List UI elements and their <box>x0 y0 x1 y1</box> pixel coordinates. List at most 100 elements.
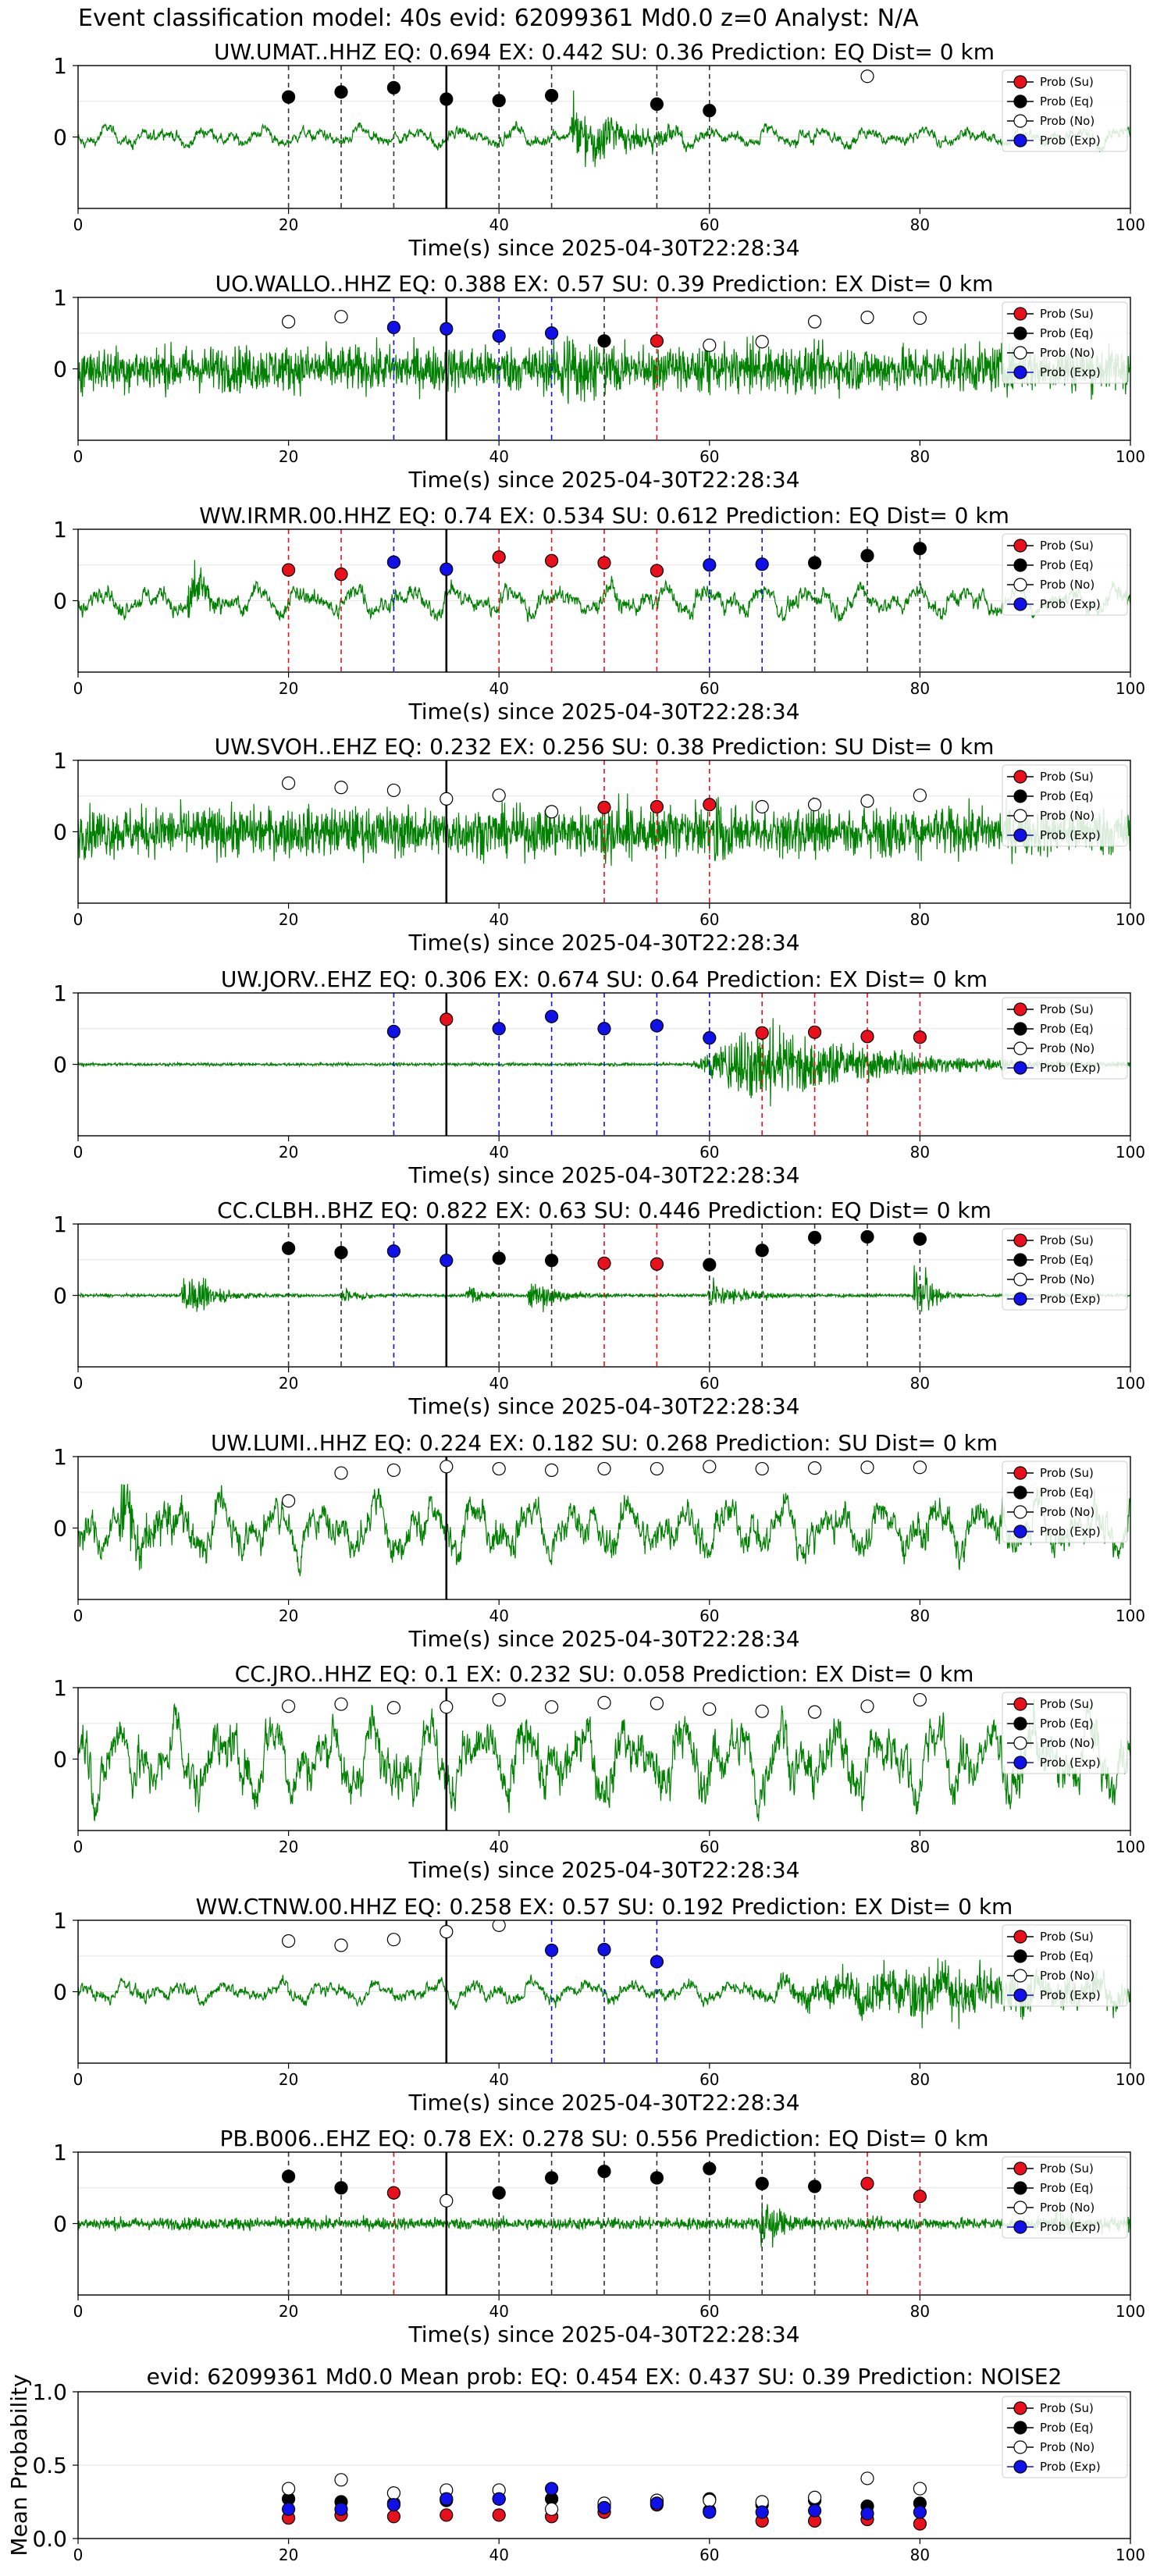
y-tick-label-1: 1 <box>53 285 67 311</box>
prob-marker-eq-75 <box>860 1229 874 1244</box>
mean-marker-no-70 <box>807 2490 822 2504</box>
legend-label-su: Prob (Su) <box>1040 1466 1094 1480</box>
x-tick-label-80: 80 <box>910 910 930 929</box>
x-tick-label-60: 60 <box>699 447 719 466</box>
x-axis-label: Time(s) since 2025-04-30T22:28:34 <box>408 930 799 955</box>
y-tick-label-0: 0 <box>53 1052 67 1078</box>
legend-marker-no <box>1013 2440 1027 2454</box>
mean-marker-exp-40 <box>492 2492 506 2506</box>
x-tick-label-100: 100 <box>1116 679 1145 698</box>
prob-marker-no-25 <box>334 781 348 795</box>
prob-marker-exp-40 <box>492 329 506 343</box>
mean-marker-su-30 <box>386 2510 400 2524</box>
x-tick-label-60: 60 <box>699 1374 719 1393</box>
x-tick-label-0: 0 <box>73 679 84 698</box>
legend-marker-no <box>1013 1505 1027 1519</box>
figure-title: Event classification model: 40s evid: 62… <box>78 5 919 32</box>
x-tick-label-80: 80 <box>910 1143 930 1162</box>
legend-marker-exp <box>1013 1756 1027 1770</box>
legend-marker-exp <box>1013 597 1027 611</box>
prob-marker-no-65 <box>755 799 769 814</box>
x-axis-label: Time(s) since 2025-04-30T22:28:34 <box>408 2090 799 2115</box>
legend-marker-no <box>1013 2201 1027 2215</box>
x-tick-label-60: 60 <box>699 215 719 234</box>
prob-marker-eq-60 <box>703 2161 717 2176</box>
plot-area <box>78 760 1130 903</box>
panel-title: evid: 62099361 Md0.0 Mean prob: EQ: 0.45… <box>147 2364 1062 2389</box>
plot-area <box>78 297 1130 440</box>
prob-marker-no-30 <box>386 1701 400 1715</box>
x-tick-label-60: 60 <box>699 910 719 929</box>
y-tick-label-0: 0 <box>53 589 67 614</box>
mean-marker-exp-25 <box>334 2502 348 2516</box>
prob-marker-su-50 <box>597 800 611 814</box>
x-tick-label-60: 60 <box>699 2546 719 2564</box>
legend-marker-su <box>1013 75 1027 89</box>
legend-label-eq: Prob (Eq) <box>1040 326 1094 340</box>
x-axis-label: Time(s) since 2025-04-30T22:28:34 <box>408 467 799 493</box>
legend-label-eq: Prob (Eq) <box>1040 1485 1094 1500</box>
y-tick-label-0: 0 <box>53 1516 67 1542</box>
x-tick-label-80: 80 <box>910 215 930 234</box>
prob-marker-no-20 <box>282 776 296 790</box>
x-tick-label-20: 20 <box>279 1606 298 1625</box>
prob-marker-no-75 <box>860 311 874 325</box>
prob-marker-eq-75 <box>860 549 874 563</box>
mean-marker-exp-35 <box>440 2492 454 2506</box>
waveform-trace <box>78 793 1130 866</box>
waveform-trace <box>78 1699 1130 1822</box>
prob-marker-su-80 <box>913 1030 927 1044</box>
legend-marker-eq <box>1013 326 1027 340</box>
legend-label-su: Prob (Su) <box>1040 1930 1094 1944</box>
legend-label-exp: Prob (Exp) <box>1040 1525 1101 1539</box>
legend-marker-su <box>1013 2161 1027 2176</box>
plot-area <box>78 529 1130 672</box>
legend-label-no: Prob (No) <box>1040 2440 1094 2454</box>
prob-marker-no-50 <box>597 1461 611 1476</box>
prob-marker-eq-60 <box>703 104 717 118</box>
prob-marker-eq-45 <box>544 88 559 103</box>
prob-marker-no-25 <box>334 1466 348 1480</box>
y-tick-label-0: 0 <box>53 1980 67 2005</box>
x-tick-label-0: 0 <box>73 910 84 929</box>
legend-marker-su <box>1013 1233 1027 1247</box>
legend-box <box>1002 1461 1128 1543</box>
legend-label-su: Prob (Su) <box>1040 539 1094 553</box>
prob-marker-no-80 <box>913 1461 927 1475</box>
prob-marker-no-35 <box>440 1700 454 1714</box>
legend-box <box>1002 764 1128 847</box>
x-tick-label-40: 40 <box>489 2070 508 2089</box>
plot-area <box>78 993 1130 1136</box>
prob-marker-eq-60 <box>703 1258 717 1272</box>
prob-marker-eq-80 <box>913 542 927 556</box>
legend-label-su: Prob (Su) <box>1040 770 1094 784</box>
legend-label-no: Prob (No) <box>1040 346 1094 360</box>
y-axis-label: Mean Probability <box>6 2374 32 2556</box>
prob-marker-eq-70 <box>807 1230 822 1244</box>
x-axis-label: Time(s) since 2025-04-30T22:28:34 <box>408 235 799 261</box>
x-tick-label-80: 80 <box>910 1838 930 1856</box>
legend-label-exp: Prob (Exp) <box>1040 1988 1101 2002</box>
prob-marker-eq-80 <box>913 1232 927 1246</box>
prob-marker-su-55 <box>650 334 664 348</box>
prob-marker-no-60 <box>703 338 717 352</box>
x-axis-label: Time(s) since 2025-04-30T22:28:34 <box>408 699 799 724</box>
plot-area <box>78 1224 1130 1367</box>
prob-marker-eq-20 <box>282 1241 296 1255</box>
x-tick-label-20: 20 <box>279 447 298 466</box>
legend-label-no: Prob (No) <box>1040 1736 1094 1750</box>
x-tick-label-80: 80 <box>910 2546 930 2564</box>
plot-area <box>78 2152 1130 2295</box>
mean-marker-exp-75 <box>860 2507 874 2521</box>
legend-marker-exp <box>1013 2460 1027 2474</box>
prob-marker-exp-50 <box>597 1942 611 1957</box>
x-axis-label: Time(s) since 2025-04-30T22:28:34 <box>408 1393 799 1419</box>
plot-area <box>78 1457 1130 1599</box>
prob-marker-exp-45 <box>544 1009 559 1023</box>
x-tick-label-40: 40 <box>489 1374 508 1393</box>
prob-marker-no-30 <box>386 1463 400 1477</box>
prob-marker-su-20 <box>282 563 296 577</box>
